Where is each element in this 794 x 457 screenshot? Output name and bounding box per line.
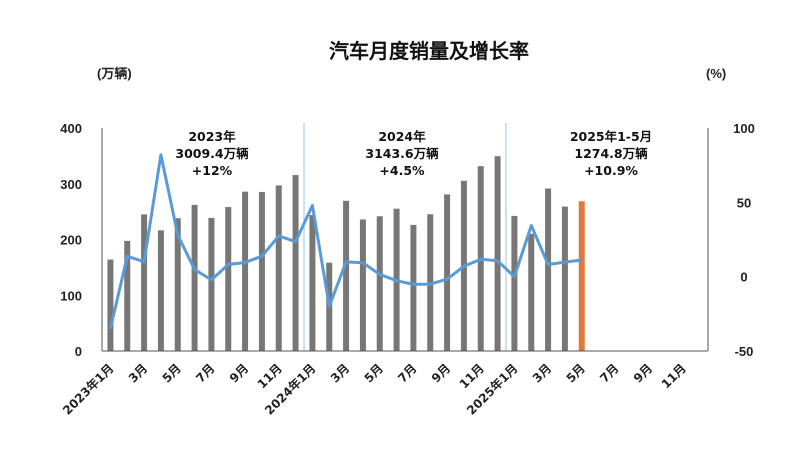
right-tick-label: 0: [740, 270, 747, 285]
year-annotations: 2023年 3009.4万辆 +12% 2024年 3143.6万辆 +4.5% 2025年…: [175, 129, 652, 178]
x-tick-label: 7月: [395, 361, 419, 385]
bar-2023-11: [275, 185, 282, 351]
annotation-line: 1274.8万辆: [574, 146, 648, 161]
bar-2023-08: [225, 207, 232, 351]
bar-2025-05: [578, 201, 585, 351]
right-tick-label: 100: [733, 121, 755, 136]
x-tick-label: 7月: [193, 361, 217, 385]
growth-rate-line: [108, 153, 582, 330]
bar-2023-07: [208, 217, 215, 351]
bar-2023-10: [258, 191, 265, 351]
left-tick-label: 200: [60, 233, 82, 248]
bar-2025-02: [528, 233, 535, 351]
x-tick-label: 11月: [457, 361, 487, 391]
left-axis-unit: (万辆): [97, 66, 132, 81]
bar-2023-09: [242, 191, 249, 351]
bar-2023-01: [107, 259, 114, 351]
left-axis-ticks: 0 100 200 300 400: [60, 121, 82, 359]
annotation-line: 2025年1-5月: [570, 129, 652, 144]
right-axis-unit: (%): [706, 66, 726, 81]
annotation-line: +12%: [192, 163, 233, 178]
bar-2024-04: [359, 219, 366, 351]
growth-line: [108, 153, 582, 330]
bar-2024-12: [494, 156, 501, 351]
bar-2023-06: [191, 204, 198, 351]
x-tick-label: 9月: [429, 361, 453, 385]
x-tick-label: 7月: [597, 361, 621, 385]
left-tick-label: 400: [60, 121, 82, 136]
x-tick-label: 5月: [160, 361, 184, 385]
x-tick-label: 5月: [362, 361, 386, 385]
bar-2024-03: [343, 200, 350, 351]
left-tick-label: 0: [75, 344, 82, 359]
bar-2025-04: [561, 206, 568, 351]
annotation-line: 2023年: [188, 129, 236, 144]
x-tick-label: 3月: [126, 361, 150, 385]
sales-bars: [107, 156, 585, 351]
year-dividers: [303, 123, 507, 351]
bar-2024-09: [444, 194, 451, 351]
x-tick-label: 2023年1月: [59, 361, 116, 418]
annotation-line: +4.5%: [379, 163, 425, 178]
annotation-line: 3143.6万辆: [365, 146, 439, 161]
bar-2025-03: [545, 188, 552, 351]
x-tick-label: 3月: [530, 361, 554, 385]
left-tick-label: 100: [60, 288, 82, 303]
bar-2024-07: [410, 224, 417, 351]
x-tick-label: 11月: [659, 361, 689, 391]
bar-2025-01: [511, 215, 518, 351]
x-tick-label: 3月: [328, 361, 352, 385]
bar-2023-12: [292, 175, 299, 351]
left-tick-label: 300: [60, 177, 82, 192]
bar-2023-02: [124, 240, 131, 351]
right-tick-label: 50: [737, 195, 751, 210]
bar-2024-01: [309, 215, 316, 351]
x-tick-label: 9月: [631, 361, 655, 385]
right-tick-label: -50: [735, 344, 754, 359]
annotation-line: +10.9%: [584, 163, 638, 178]
annotation-line: 3009.4万辆: [175, 146, 249, 161]
x-tick-label: 11月: [255, 361, 285, 391]
bar-2024-05: [376, 216, 383, 351]
bar-2023-04: [157, 230, 164, 351]
annotation-line: 2024年: [378, 129, 426, 144]
bar-2023-05: [174, 218, 181, 351]
x-tick-label: 9月: [227, 361, 251, 385]
chart-title: 汽车月度销量及增长率: [329, 39, 529, 63]
bar-2023-03: [141, 214, 148, 351]
x-tick-label: 5月: [564, 361, 588, 385]
right-axis-ticks: -50 0 50 100: [733, 121, 755, 359]
axes: [101, 128, 709, 352]
